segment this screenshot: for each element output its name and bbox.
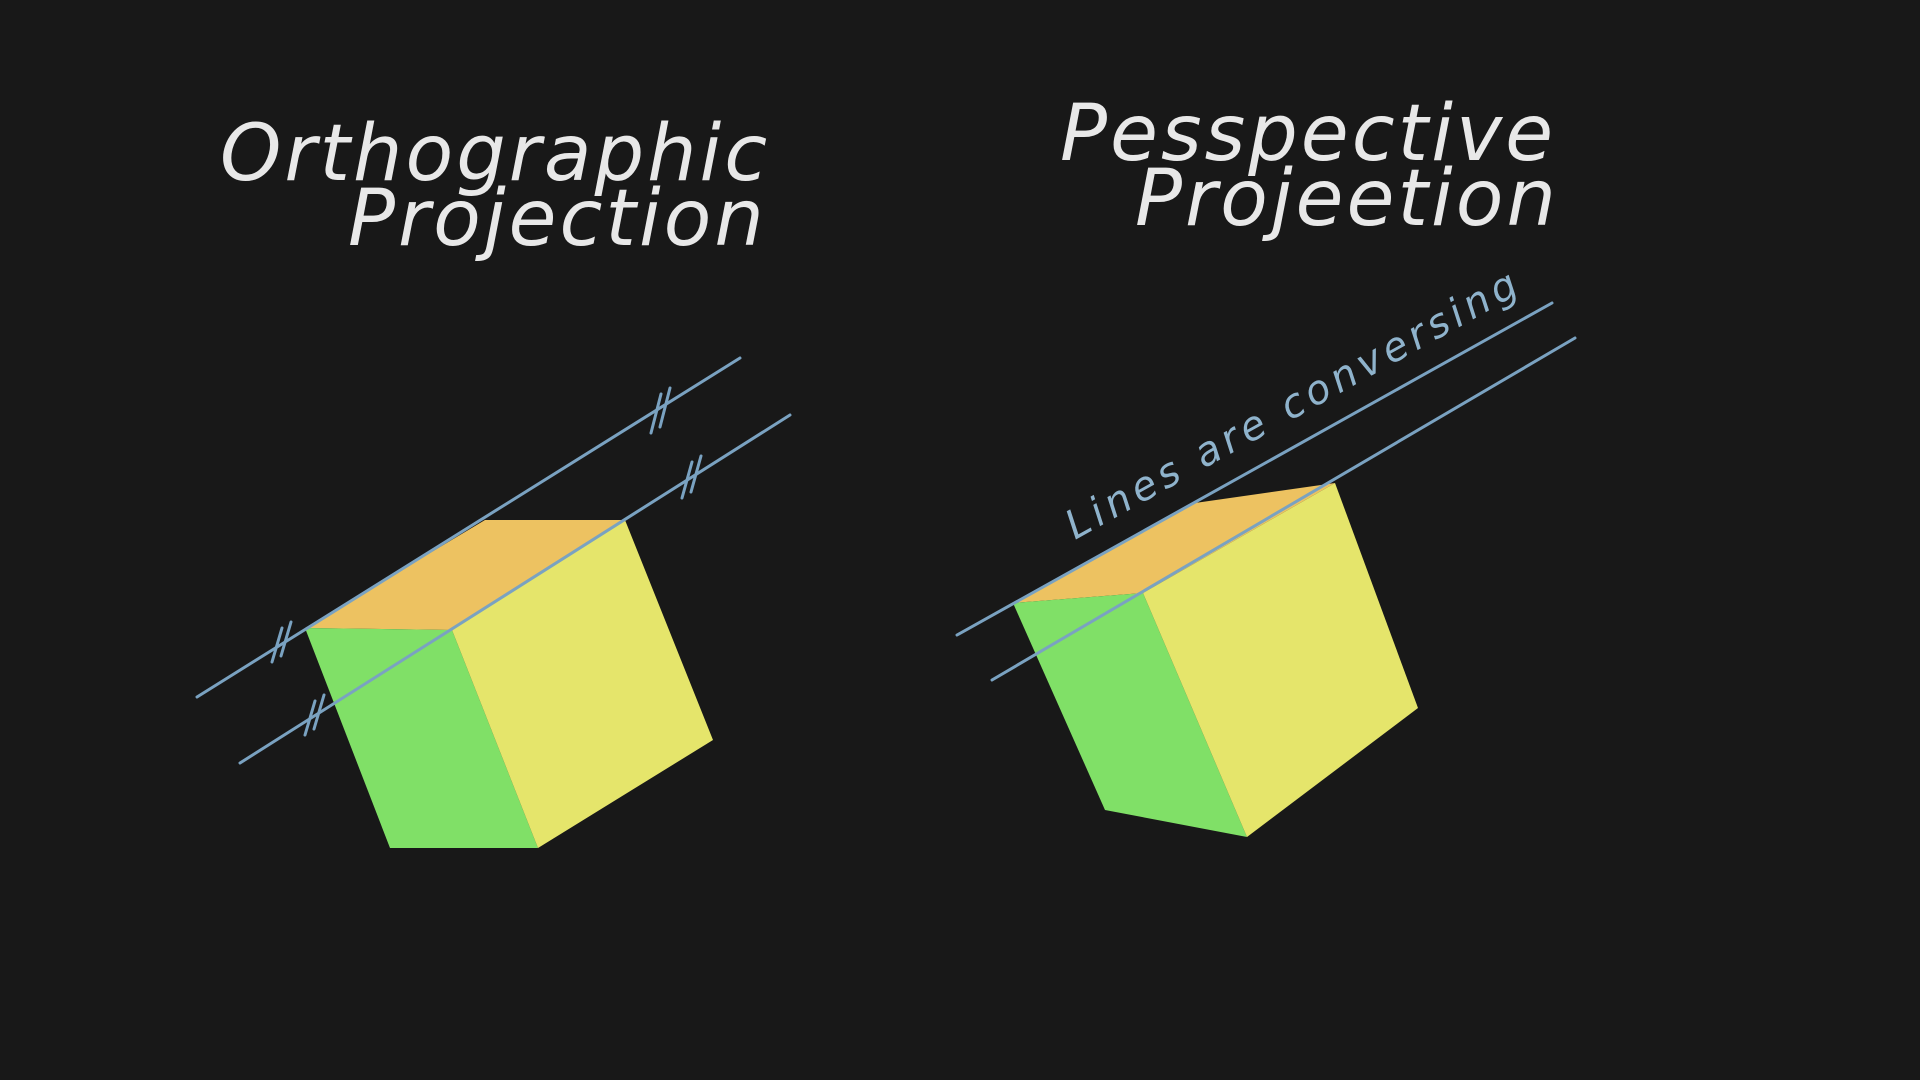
persp-cube-left-face	[1013, 593, 1247, 837]
ortho-cube-top-face	[305, 520, 625, 630]
perspective-title-line2: Projeetion	[1135, 154, 1559, 244]
orthographic-guides	[195, 356, 792, 765]
ortho-cube-left-face	[305, 628, 538, 848]
orthographic-cube	[305, 520, 713, 848]
ortho-parallel-line-lower	[238, 413, 792, 765]
ortho-parallel-line-upper	[195, 356, 742, 699]
orthographic-title: Orthographic Projection	[220, 109, 770, 264]
orthographic-title-line1: Orthographic	[220, 109, 770, 199]
ortho-parallel-tick-2	[303, 693, 326, 737]
persp-cube-right-face	[1143, 483, 1418, 837]
perspective-title-line1: Pesspective	[1060, 89, 1556, 179]
persp-converging-line-upper	[955, 301, 1554, 637]
ortho-parallel-tick-3	[649, 386, 672, 435]
ortho-parallel-tick-1	[270, 620, 293, 664]
persp-cube-top-face	[1013, 483, 1335, 603]
ortho-cube-right-face	[452, 520, 713, 848]
persp-converging-line-lower	[990, 336, 1577, 682]
perspective-cube	[1013, 483, 1418, 837]
ortho-parallel-tick-4	[680, 454, 703, 500]
perspective-title: Pesspective Projeetion	[1060, 89, 1559, 244]
perspective-guides	[955, 301, 1577, 682]
orthographic-title-line2: Projection	[348, 174, 767, 264]
